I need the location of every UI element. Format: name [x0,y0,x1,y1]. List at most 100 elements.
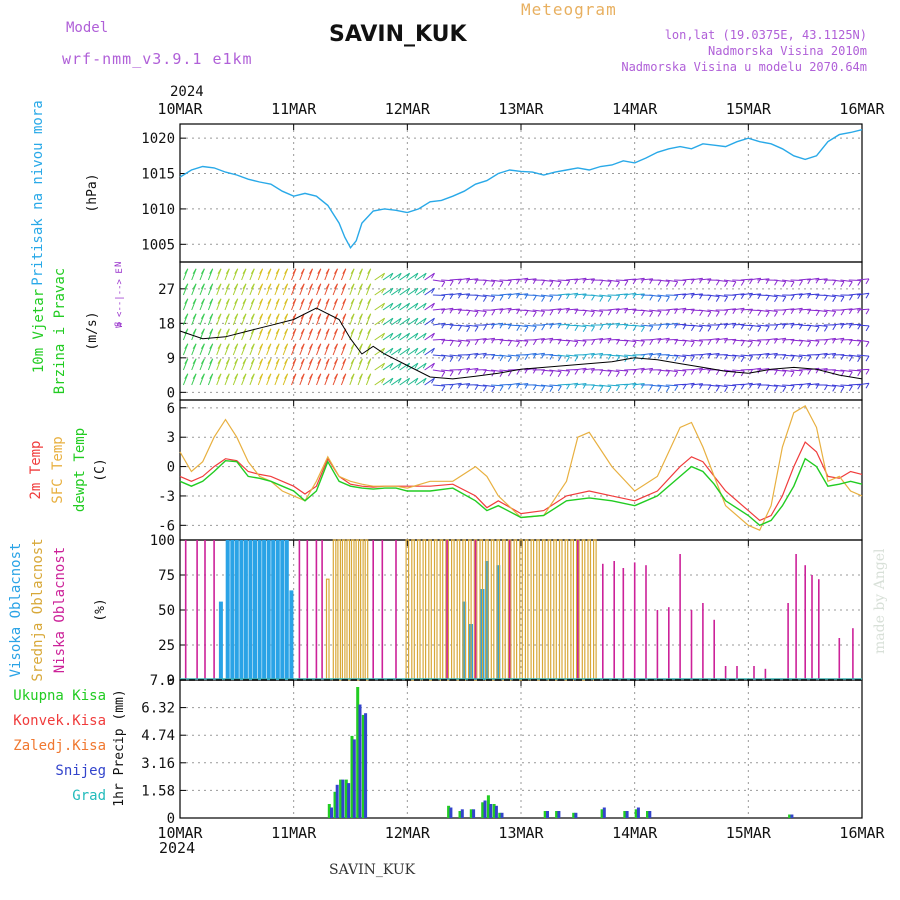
wind-barb [790,279,803,281]
wind-barb [832,337,845,341]
wind-barb [441,354,454,358]
x-tick-label-top: 11MAR [271,100,317,118]
wind-barb-flag [499,281,504,287]
wind-barb [624,339,637,343]
wind-axis-title-1: 10m Vjetar [31,289,47,373]
cloud-bar-low [645,565,647,680]
wind-barb-flag [431,302,435,309]
wind-barb [432,354,445,357]
cloud-bar-low [577,540,579,680]
wind-barb [391,302,402,311]
cloud-bar-high [234,540,239,680]
wind-barb-flag [549,338,554,344]
wind-barb [832,384,845,388]
wind-barb [707,352,720,356]
wind-barb [615,369,628,372]
wind-barb-flag [832,353,837,359]
wind-barb-flag [707,339,712,346]
wind-barb-flag [516,369,521,375]
cloud-bar-mid [346,539,351,681]
wind-barb-flag [724,370,729,377]
cloud-bar-low [474,540,477,680]
wind-barb-flag [757,354,762,360]
wind-barb-flag [782,281,787,287]
wind-barb-flag [682,340,687,347]
wind-barb-flag [422,362,427,369]
wind-barb-flag [765,326,770,332]
wind-barb-flag [641,341,645,347]
cloud-bar-low [838,638,841,680]
precip-bar-total [344,779,348,818]
wind-barb-flag [192,328,197,335]
cloud-bar-high [230,540,235,680]
wind-barb-flag [209,358,214,365]
x-tick-label-bottom: 16MAR [839,824,885,842]
wind-barb [482,337,495,341]
wind-barb [507,382,520,386]
wind-barb-flag [474,339,479,346]
cloud-bar-mid [428,539,432,681]
wind-barb [832,294,845,298]
cloud-bar-mid [364,539,369,681]
wind-barb [482,323,495,326]
wind-barb-flag [724,386,729,393]
wind-barb-flag [309,313,313,320]
wind-barb [748,293,761,296]
cloud-bar-low [196,540,198,680]
wind-barb-flag [649,339,654,346]
wind-barb [524,352,537,356]
wind-barb-flag [275,358,280,365]
wind-barb [391,272,402,281]
precip-bar-total [486,795,490,818]
wind-barb-flag [474,295,479,301]
cloud-bar-mid [433,539,438,681]
wind-barb [798,354,811,357]
wind-barb [374,347,385,356]
wind-barb-flag [200,298,205,305]
wind-barb [723,308,736,311]
wind-barb-flag [242,343,247,350]
wind-barb-flag [782,296,787,302]
wind-barb [615,354,628,358]
wind-barb [516,339,529,342]
wind-barb-flag [657,279,662,286]
wind-barb-flag [325,283,330,290]
station-title: SAVIN_KUK [329,22,467,47]
wind-barb-flag [449,370,454,377]
wind-barb [449,339,462,343]
wind-barb-flag [749,355,754,362]
wind-barb-flag [482,296,487,302]
wind-barb [848,307,861,311]
cloud-bar-low [656,610,659,680]
wind-barb-flag [397,317,402,324]
wind-barb-flag [724,296,729,302]
wind-barb-flag [414,287,419,294]
wind-barb [665,384,678,387]
precip-bar-snow [648,811,652,818]
wind-barb [665,322,678,326]
wind-barb-flag [790,385,795,392]
wind-barb-flag [549,386,554,393]
cloud-bar-low [633,562,636,680]
wind-barb-flag [284,313,289,320]
wind-barb-flag [865,325,870,332]
wind-barb [516,293,529,296]
wind-barb [665,369,678,373]
wind-barb [790,307,803,311]
wind-barb [507,308,520,311]
wind-barb-flag [350,343,355,350]
wind-barb [857,324,870,327]
wind-barb-flag [275,268,280,275]
elevation-label: Nadmorska Visina 2010m [708,44,867,58]
wind-barb-flag [184,343,189,350]
x-tick-label-bottom: 14MAR [612,824,658,842]
wind-barb [682,292,695,296]
cloud-bar-mid [439,539,444,681]
wind-barb-flag [275,313,280,320]
temp-axis-title-dewpt: dewpt Temp [72,428,88,512]
wind-barb-flag [549,310,554,316]
wind-barb-flag [309,283,313,290]
cloud-bar-high [225,540,230,680]
wind-barb-flag [641,310,645,316]
wind-barb-flag [591,326,595,332]
